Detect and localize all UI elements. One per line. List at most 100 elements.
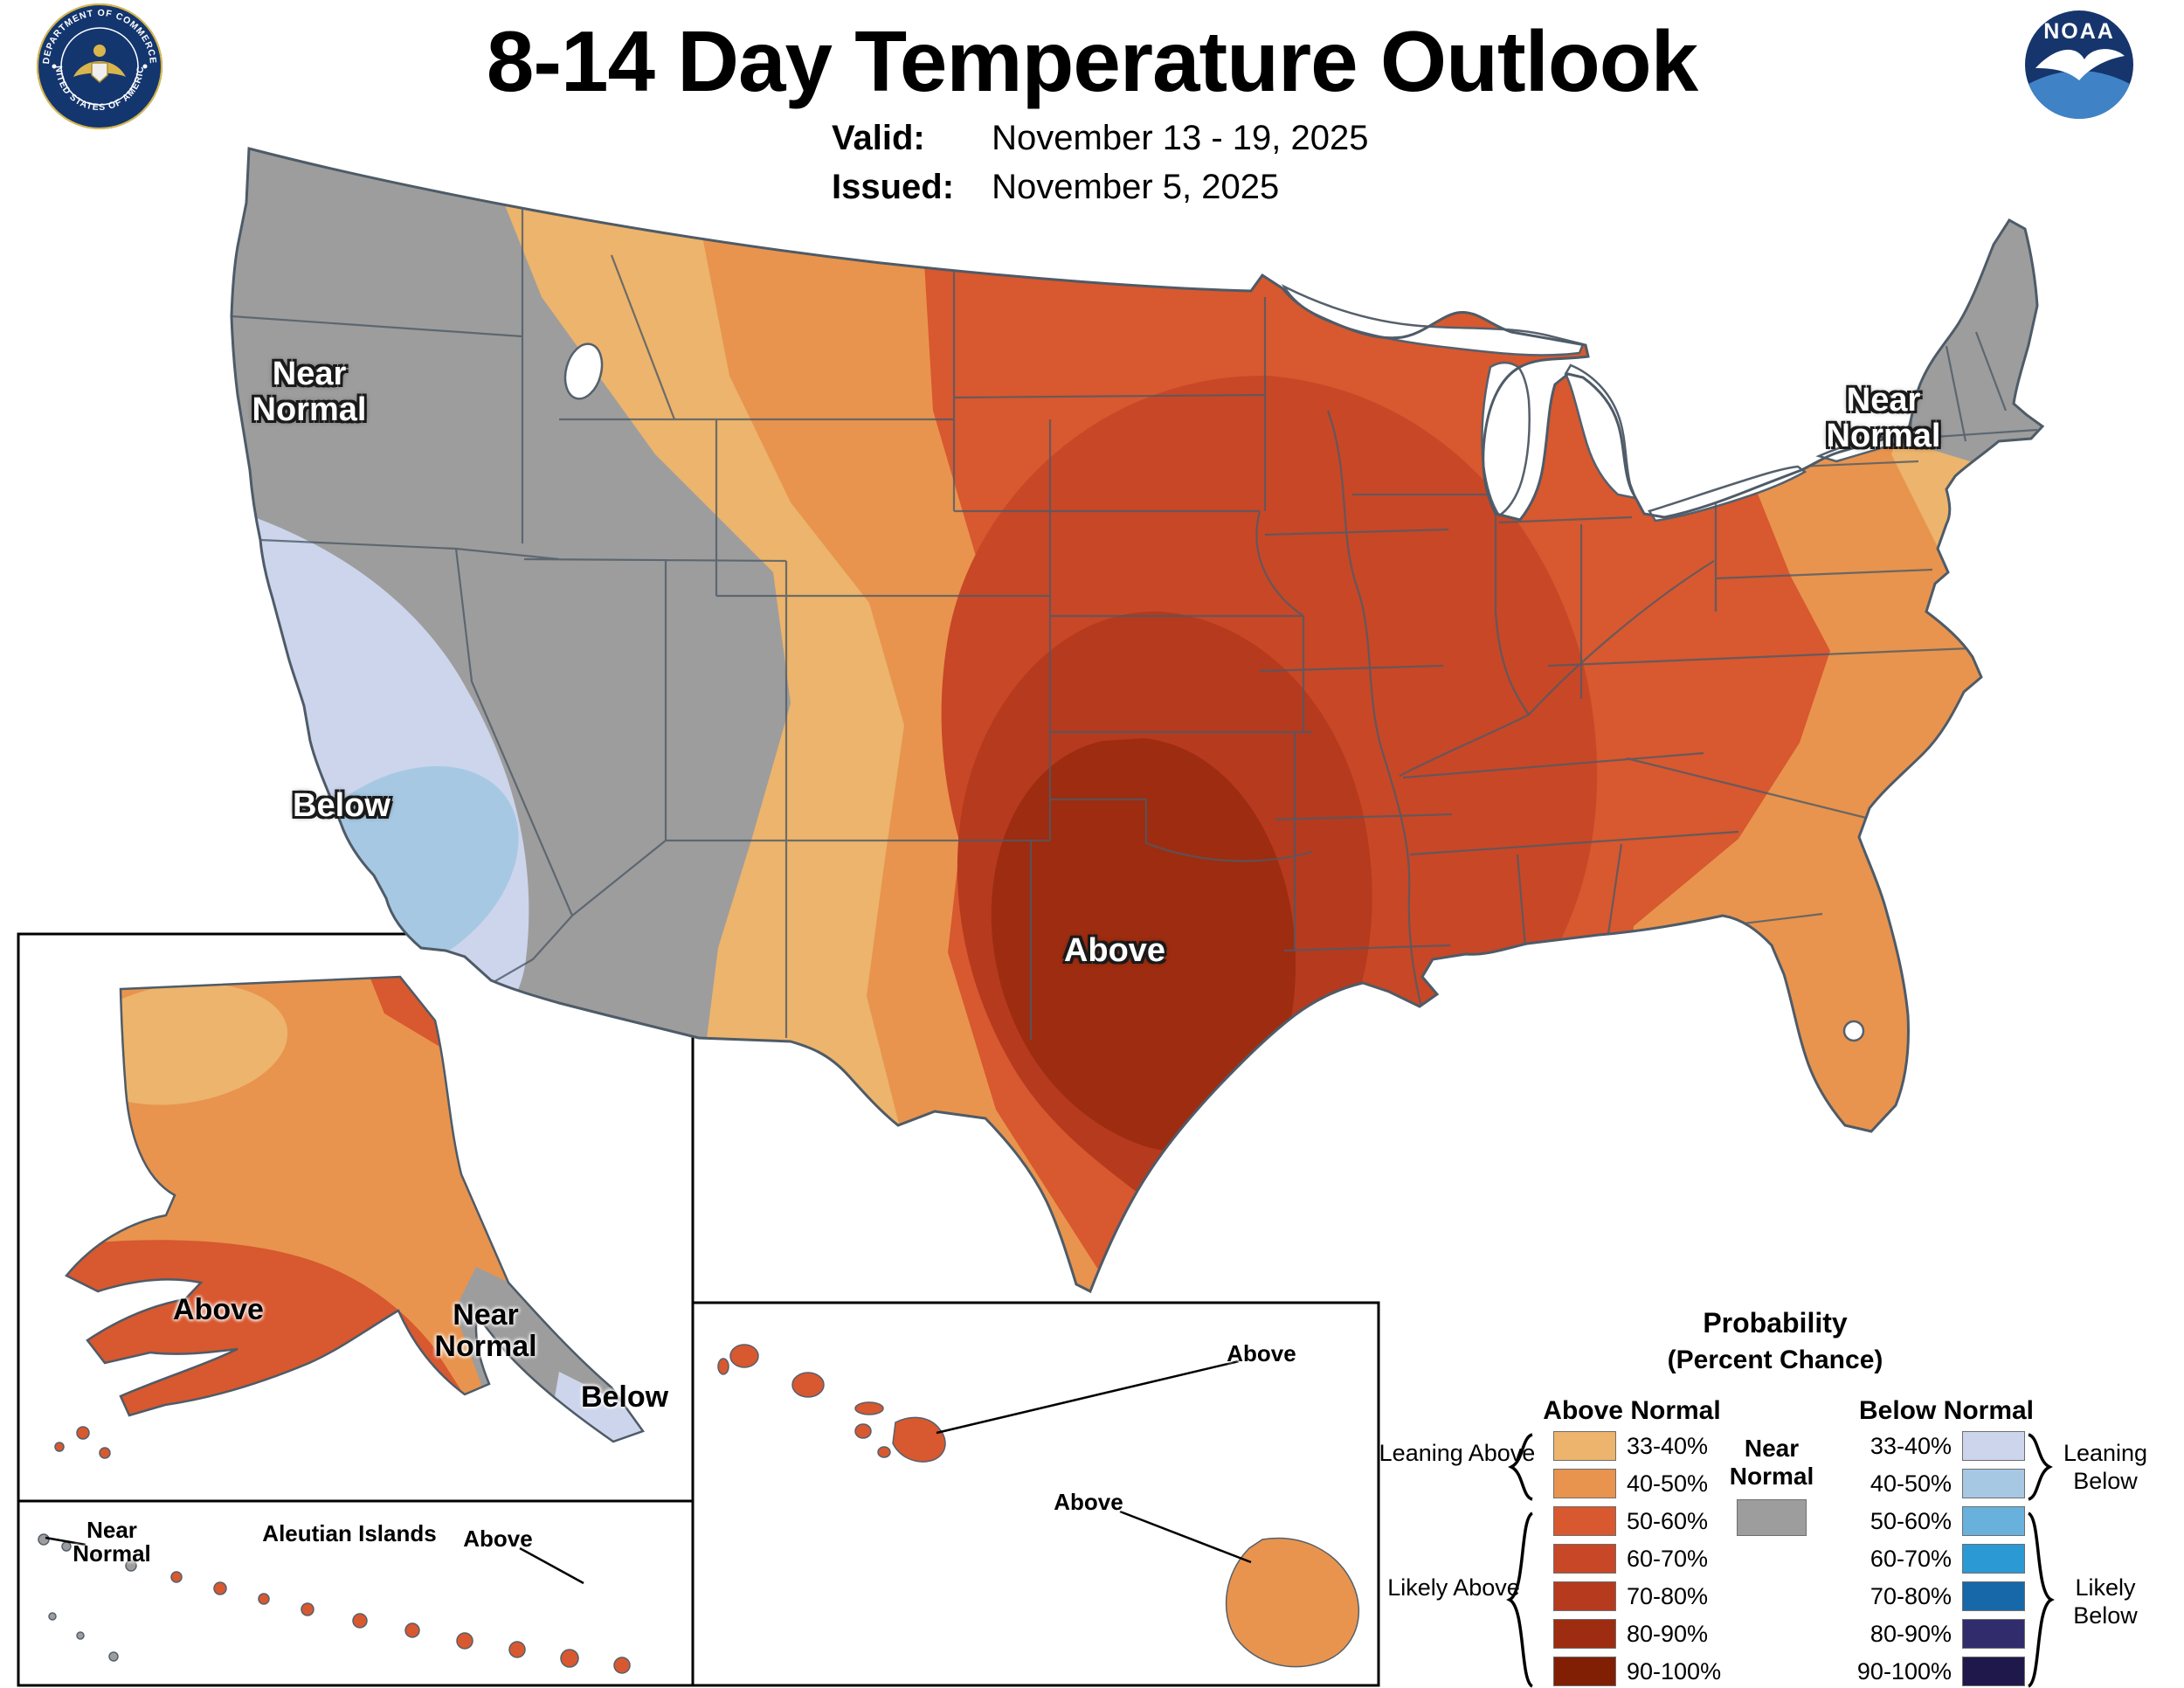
legend-above-column: 33-40% 40-50% 50-60% 60-70% 70-80% 80-90% 90-1… <box>1553 1431 1721 1686</box>
issued-value: November 5, 2025 <box>992 168 1280 206</box>
legend-swatch <box>1553 1619 1616 1649</box>
aleutian-label-above: Above <box>463 1525 533 1552</box>
aleutian-title: Aleutian Islands <box>262 1520 437 1546</box>
region-above-80-90-core <box>991 738 1296 1152</box>
aleutian-red-islands <box>170 1571 631 1674</box>
legend-swatch <box>1553 1469 1616 1498</box>
legend-group-likely-above: Likely Above <box>1387 1574 1520 1601</box>
legend-below-header: Below Normal <box>1858 1396 2035 1425</box>
brace-leaning-above <box>1508 1433 1533 1501</box>
legend-row: 90-100% <box>1857 1657 2025 1686</box>
doc-eagle-emblem <box>73 45 126 84</box>
aleutian-islands-chain <box>38 1533 631 1674</box>
legend-range-label: 80-90% <box>1870 1620 1952 1647</box>
legend-range-label: 50-60% <box>1870 1507 1952 1534</box>
alaska-label-below: Below <box>580 1380 669 1414</box>
legend-row: 40-50% <box>1553 1469 1721 1498</box>
map-label-pnw-near-normal: Near Normal <box>252 356 367 429</box>
legend-range-label: 80-90% <box>1627 1620 1709 1647</box>
valid-value: November 13 - 19, 2025 <box>992 119 1369 157</box>
legend-row: 50-60% <box>1553 1506 1721 1536</box>
hawaii-map <box>717 1344 1359 1668</box>
map-label-california-below: Below <box>293 787 390 824</box>
legend-group-leaning-below: Leaning Below <box>2063 1440 2148 1494</box>
alaska-offshore-islands <box>54 1426 111 1459</box>
brace-leaning-below <box>2028 1433 2053 1501</box>
legend-swatch <box>1553 1544 1616 1574</box>
legend-row: 70-80% <box>1870 1581 2025 1611</box>
maui-island <box>892 1416 946 1463</box>
issued-label: Issued: <box>832 168 955 206</box>
legend-swatch <box>1962 1544 2025 1574</box>
lake-michigan <box>1481 361 1531 517</box>
legend-range-label: 33-40% <box>1627 1432 1709 1459</box>
legend-row: 33-40% <box>1553 1431 1721 1461</box>
aleutian-gray-islands <box>38 1533 137 1662</box>
legend-swatch <box>1962 1619 2025 1649</box>
great-salt-lake <box>563 342 604 400</box>
legend-range-label: 60-70% <box>1870 1545 1952 1572</box>
legend-swatch <box>1553 1431 1616 1461</box>
state-borders <box>232 149 2038 1040</box>
legend-row: 90-100% <box>1553 1657 1721 1686</box>
legend-range-label: 70-80% <box>1870 1582 1952 1609</box>
legend-near-normal-swatch <box>1737 1499 1807 1536</box>
legend-row: 50-60% <box>1870 1506 2025 1536</box>
aleutian-label-near-normal: Near Normal <box>73 1517 151 1567</box>
hawaii-label-above-maui: Above <box>1227 1340 1296 1366</box>
legend-group-leaning-above: Leaning Above <box>1379 1440 1536 1466</box>
valid-row: Valid: November 13 - 19, 2025 <box>832 114 1369 163</box>
noaa-seagull-icon <box>2035 49 2125 80</box>
legend-row: 40-50% <box>1870 1469 2025 1498</box>
aleutian-inset-box <box>17 1499 695 1687</box>
legend-row: 60-70% <box>1553 1544 1721 1574</box>
legend-title: Probability <box>1703 1307 1848 1339</box>
validity-block: Valid: November 13 - 19, 2025 Issued: No… <box>832 114 1369 211</box>
brace-likely-below <box>2027 1512 2055 1688</box>
legend-swatch <box>1553 1581 1616 1611</box>
legend-row: 60-70% <box>1870 1544 2025 1574</box>
legend-row: 70-80% <box>1553 1581 1721 1611</box>
legend-row: 33-40% <box>1870 1431 2025 1461</box>
label-pointer-lines <box>45 1359 1252 1585</box>
legend-range-label: 50-60% <box>1627 1507 1709 1534</box>
lake-okeechobee <box>1842 1020 1865 1042</box>
hawaii-red-islands <box>717 1344 946 1463</box>
valid-label: Valid: <box>832 119 925 157</box>
issued-row: Issued: November 5, 2025 <box>832 163 1369 211</box>
noaa-logo-text: NOAA <box>2043 19 2115 44</box>
legend-group-likely-below: Likely Below <box>2073 1574 2138 1629</box>
alaska-region-below-panhandle-tip <box>549 1372 643 1442</box>
legend-range-label: 70-80% <box>1627 1582 1709 1609</box>
legend-range-label: 40-50% <box>1870 1470 1952 1497</box>
hawaii-label-above-big-island: Above <box>1054 1489 1123 1515</box>
legend-range-label: 90-100% <box>1856 1657 1952 1685</box>
doc-seal-logo: DEPARTMENT OF COMMERCE UNITED STATES OF … <box>37 3 162 129</box>
lake-erie <box>1648 465 1807 522</box>
legend-swatch <box>1962 1657 2025 1686</box>
alaska-label-above: Above <box>173 1293 264 1326</box>
brace-likely-above <box>1506 1512 1534 1688</box>
map-label-central-above: Above <box>1063 932 1166 969</box>
legend-swatch <box>1962 1506 2025 1536</box>
legend-swatch <box>1553 1657 1616 1686</box>
legend-swatch <box>1962 1581 2025 1611</box>
map-label-northeast-near-normal: Near Normal <box>1826 382 1941 455</box>
legend-range-label: 60-70% <box>1627 1545 1709 1572</box>
legend-range-label: 90-100% <box>1627 1657 1722 1685</box>
noaa-logo: NOAA <box>2025 10 2133 120</box>
big-island <box>1225 1537 1359 1668</box>
legend-row: 80-90% <box>1870 1619 2025 1649</box>
legend-swatch <box>1553 1506 1616 1536</box>
legend-swatch <box>1962 1431 2025 1461</box>
alaska-label-near-normal: Near Normal <box>434 1298 537 1363</box>
legend-range-label: 40-50% <box>1627 1470 1709 1497</box>
legend-above-header: Above Normal <box>1543 1396 1721 1425</box>
legend-near-normal-label: Near Normal <box>1729 1435 1814 1491</box>
legend-range-label: 33-40% <box>1870 1432 1952 1459</box>
legend-swatch <box>1962 1469 2025 1498</box>
legend-row: 80-90% <box>1553 1619 1721 1649</box>
legend-braces <box>1506 1433 2055 1688</box>
